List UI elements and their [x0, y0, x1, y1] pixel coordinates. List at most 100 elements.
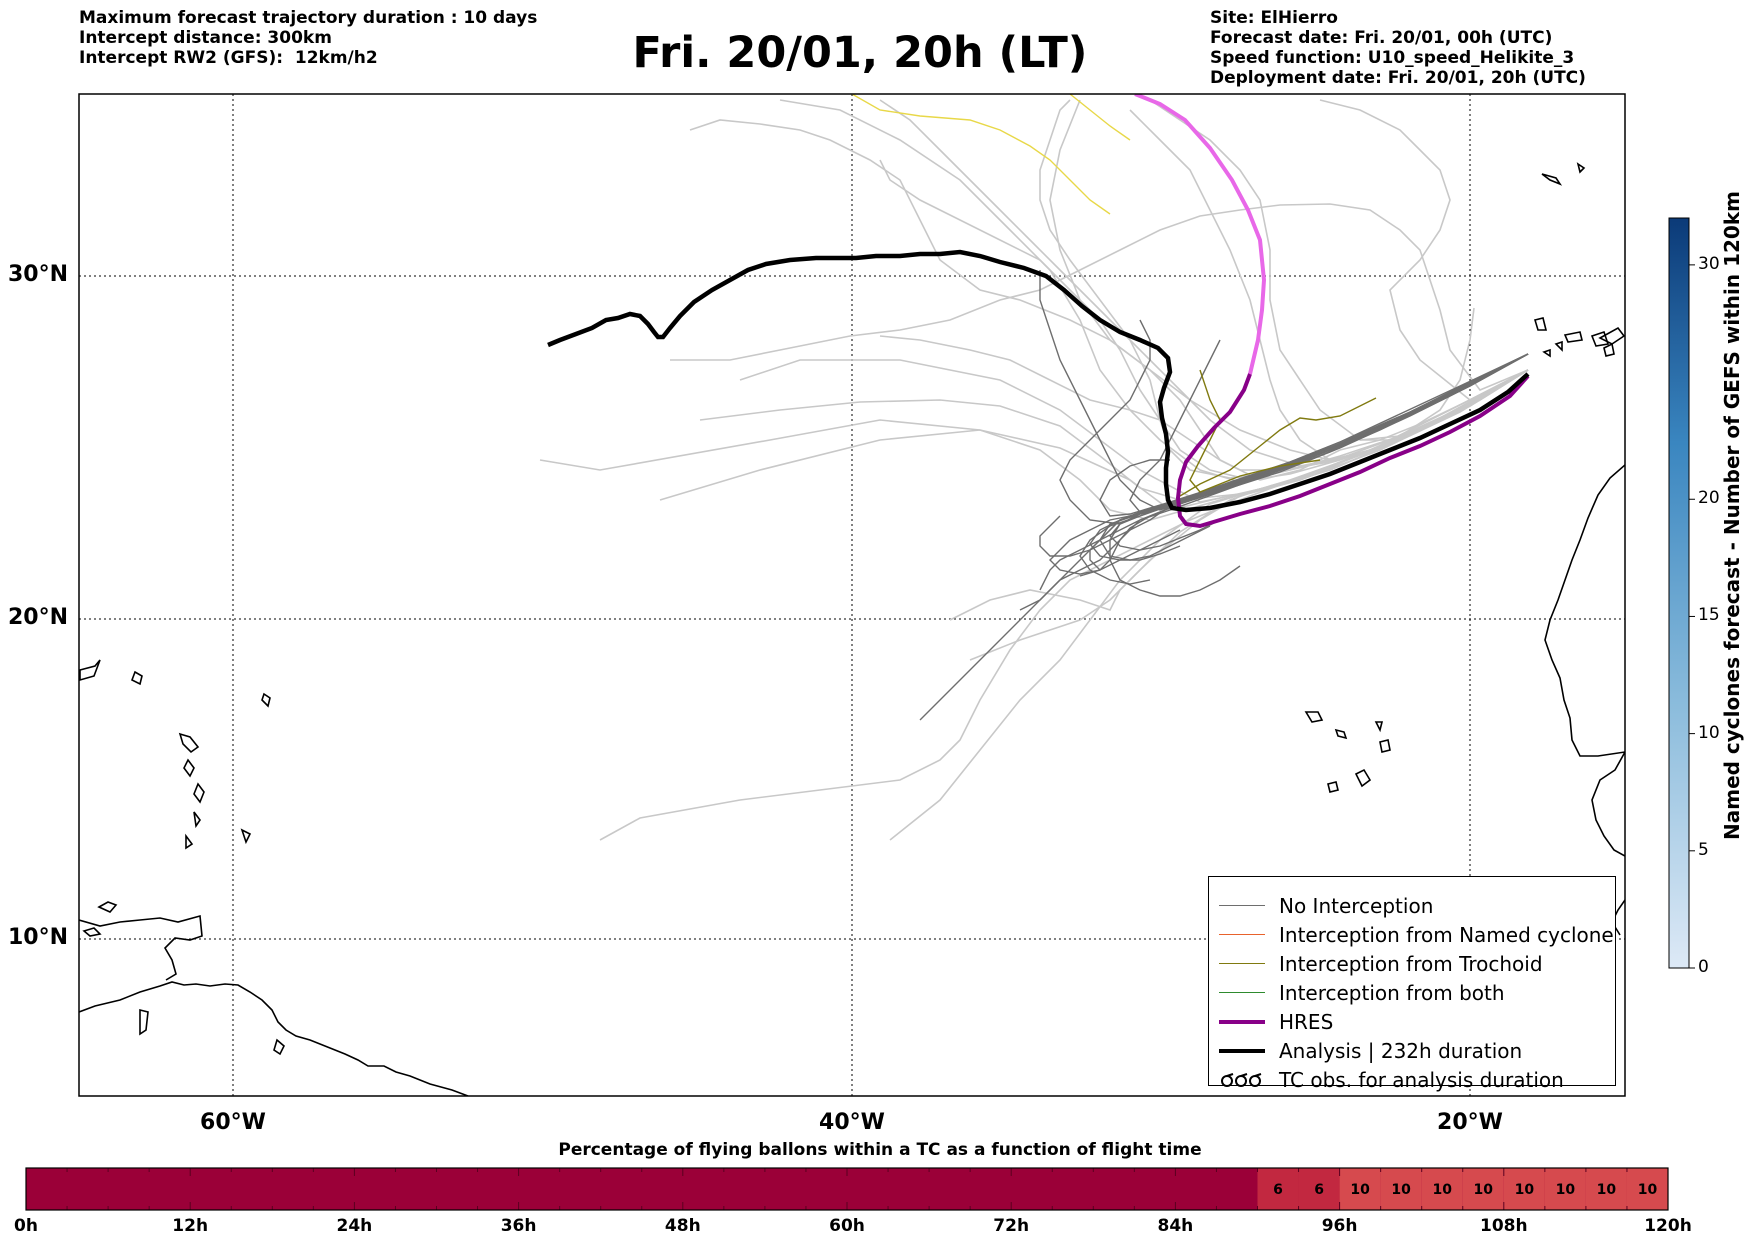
- time-bar-cell-value: 10: [1638, 1182, 1658, 1198]
- map-frame: [78, 93, 1626, 1097]
- time-bar-cell: [1380, 1168, 1422, 1210]
- legend-swatch: [1219, 992, 1265, 993]
- map-area: [79, 94, 1625, 1096]
- island-fogo: [1327, 781, 1339, 793]
- analysis-trajectory: [547, 249, 1530, 513]
- island-curacao: [97, 901, 118, 913]
- island-margarita: [273, 1038, 285, 1056]
- island-la-gomera: [1554, 340, 1563, 352]
- time-bar-label: 48h: [664, 1216, 701, 1236]
- time-bar-cell-value: 6: [1314, 1182, 1324, 1198]
- colorbar-tick-label: 10: [1698, 722, 1720, 743]
- island-boa-vista: [1379, 739, 1391, 753]
- island-antigua: [261, 692, 271, 708]
- time-bar-cell-value: 10: [1432, 1182, 1452, 1198]
- island-guadeloupe: [178, 732, 200, 754]
- time-bar-cell: [1503, 1168, 1545, 1210]
- time-bar-label: 96h: [1321, 1216, 1358, 1236]
- colorbar-gradient: [1669, 218, 1689, 968]
- legend-item-named-cyclone: Interception from Named cyclone: [1219, 920, 1614, 949]
- legend-label: TC obs. for analysis duration: [1279, 1067, 1564, 1092]
- time-bar-cell: [1626, 1168, 1668, 1210]
- legend-label: No Interception: [1279, 893, 1434, 918]
- time-bar-label: 120h: [1644, 1216, 1692, 1236]
- legend: No Interception Interception from Named …: [1208, 876, 1616, 1092]
- time-bar-cell: [1462, 1168, 1504, 1210]
- island-la-palma: [1533, 317, 1548, 331]
- ensemble-trajectories-dark: [919, 270, 1529, 721]
- time-bar-cell: [1544, 1168, 1586, 1210]
- time-bar-cell: [1585, 1168, 1627, 1210]
- time-bar-cell-value: 10: [1474, 1182, 1494, 1198]
- colorbar-tick-label: 0: [1698, 957, 1709, 977]
- lat-label-30n: 30°N: [8, 262, 69, 287]
- lon-label-20w: 20°W: [1437, 1110, 1503, 1135]
- island-tenerife: [1563, 331, 1583, 343]
- time-bar: 6 6 10 10 10 10 10 10 10 10: [25, 1167, 1669, 1211]
- lat-label-10n: 10°N: [8, 925, 69, 950]
- coastlines: [79, 162, 1625, 1096]
- legend-item-analysis: Analysis | 232h duration: [1219, 1036, 1522, 1065]
- colorbar-tick-label: 5: [1698, 839, 1709, 860]
- ensemble-trajectories-light: [539, 99, 1529, 841]
- time-bar-label: 12h: [172, 1216, 209, 1236]
- island-fuerteventura: [1598, 326, 1625, 345]
- island-barbados: [240, 828, 252, 845]
- header-right-line-3: Speed function: U10_speed_Helikite_3: [1210, 48, 1575, 68]
- time-bar-cell-value: 10: [1391, 1182, 1411, 1198]
- legend-label: Interception from Trochoid: [1279, 951, 1543, 976]
- hres-trajectory: [1175, 373, 1530, 529]
- legend-swatch: [1219, 1019, 1265, 1024]
- time-bar-cell: [1339, 1168, 1381, 1210]
- legend-item-no-interception: No Interception: [1219, 891, 1433, 920]
- island-madeira: [1541, 173, 1563, 186]
- island-sao-nicolau: [1334, 728, 1348, 740]
- legend-swatch: [1219, 905, 1265, 906]
- time-bar-frame: [25, 1167, 1669, 1211]
- island-stlucia: [193, 811, 201, 829]
- island-martinique: [193, 782, 205, 804]
- island-puerto-rico: [79, 659, 101, 682]
- time-bar-label: 84h: [1157, 1216, 1194, 1236]
- island-porto-santo: [1576, 162, 1586, 174]
- colorbar-tick-label: 30: [1698, 253, 1720, 274]
- legend-item-trochoid: Interception from Trochoid: [1219, 949, 1543, 978]
- header-left-line-3: Intercept RW2 (GFS): 12km/h2: [79, 48, 378, 68]
- island-lanzarote: [1603, 342, 1615, 357]
- time-bar-cell: [1257, 1168, 1299, 1210]
- time-bar-cell: [1298, 1168, 1340, 1210]
- time-bar-label: 60h: [829, 1216, 865, 1236]
- time-bar-label: 36h: [500, 1216, 537, 1236]
- time-bar-cell-value: 10: [1515, 1182, 1535, 1198]
- island-dominica: [183, 758, 195, 778]
- island-aruba: [82, 927, 102, 937]
- legend-label: Interception from both: [1279, 980, 1505, 1005]
- legend-swatch: [1219, 1048, 1265, 1053]
- colorbar-frame: [1668, 217, 1690, 969]
- legend-item-both: Interception from both: [1219, 978, 1505, 1007]
- south-america-coast: [79, 981, 469, 1096]
- africa-coast: [1544, 464, 1625, 857]
- venezuela-coast: [79, 914, 203, 981]
- header-right-line-4: Deployment date: Fri. 20/01, 20h (UTC): [1210, 68, 1586, 88]
- cyclone-symbol-icon: [1221, 1072, 1262, 1087]
- colorbar-tick-label: 15: [1698, 605, 1720, 626]
- island-sal: [1374, 721, 1384, 733]
- island-virgin: [130, 670, 143, 686]
- time-bar-label: 24h: [336, 1216, 373, 1236]
- lon-label-60w: 60°W: [200, 1110, 266, 1135]
- header-right-line-1: Site: ElHierro: [1210, 8, 1338, 28]
- header-right-line-2: Forecast date: Fri. 20/01, 00h (UTC): [1210, 28, 1553, 48]
- colorbar: [1668, 217, 1695, 969]
- header-left-line-2: Intercept distance: 300km: [79, 28, 332, 48]
- legend-swatch: [1219, 934, 1265, 935]
- legend-swatch: [1219, 963, 1265, 964]
- time-bar-label: 108h: [1480, 1216, 1528, 1236]
- time-bar-title: Percentage of flying ballons within a TC…: [558, 1140, 1202, 1160]
- colorbar-label: Named cyclones forecast - Number of GEFS…: [1720, 191, 1744, 840]
- time-bar-cell: [1421, 1168, 1463, 1210]
- island-stvincent: [185, 833, 194, 850]
- time-bar-label: 0h: [14, 1216, 38, 1236]
- time-bar-label: 72h: [993, 1216, 1030, 1236]
